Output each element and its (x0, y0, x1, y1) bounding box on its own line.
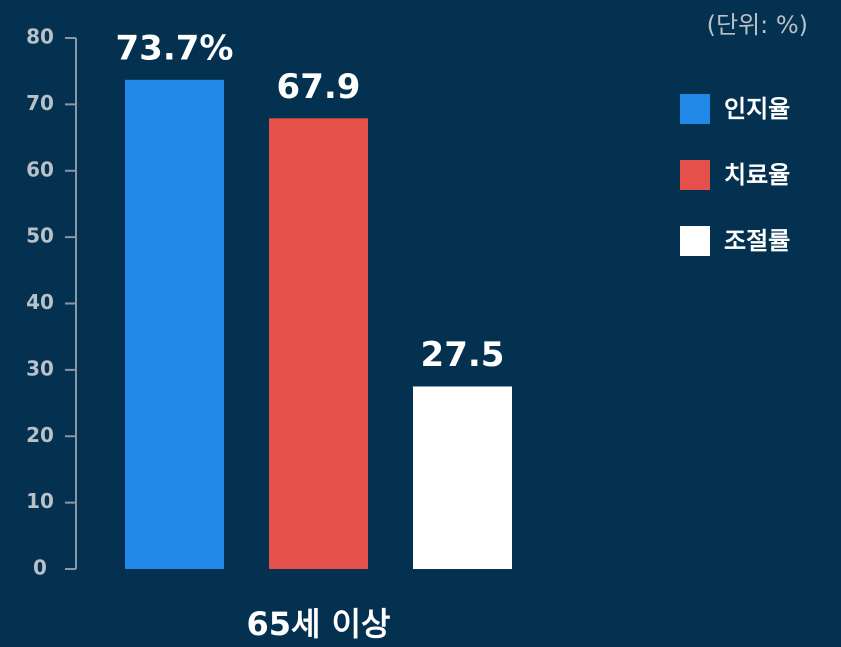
y-tick-label: 20 (26, 423, 54, 447)
bar (125, 79, 224, 569)
y-tick-label: 0 (33, 556, 47, 580)
data-label: 27.5 (421, 335, 505, 375)
y-tick-label: 40 (26, 290, 54, 314)
legend-label: 조절률 (724, 227, 790, 255)
bar (269, 118, 368, 569)
legend-swatch (680, 226, 710, 256)
y-tick-label: 30 (26, 356, 54, 380)
bar (413, 386, 512, 569)
legend-label: 치료율 (724, 161, 790, 189)
x-tick-label: 65세 이상 (247, 605, 391, 643)
y-tick-label: 80 (26, 25, 54, 49)
legend-swatch (680, 94, 710, 124)
legend-swatch (680, 160, 710, 190)
y-tick-label: 10 (26, 489, 54, 513)
y-tick-label: 60 (26, 157, 54, 181)
legend-label: 인지율 (724, 95, 790, 123)
y-tick-label: 70 (26, 91, 54, 115)
y-tick-label: 50 (26, 224, 54, 248)
data-label: 67.9 (277, 67, 361, 107)
data-label: 73.7% (116, 28, 234, 68)
unit-label: (단위: %) (707, 11, 808, 39)
